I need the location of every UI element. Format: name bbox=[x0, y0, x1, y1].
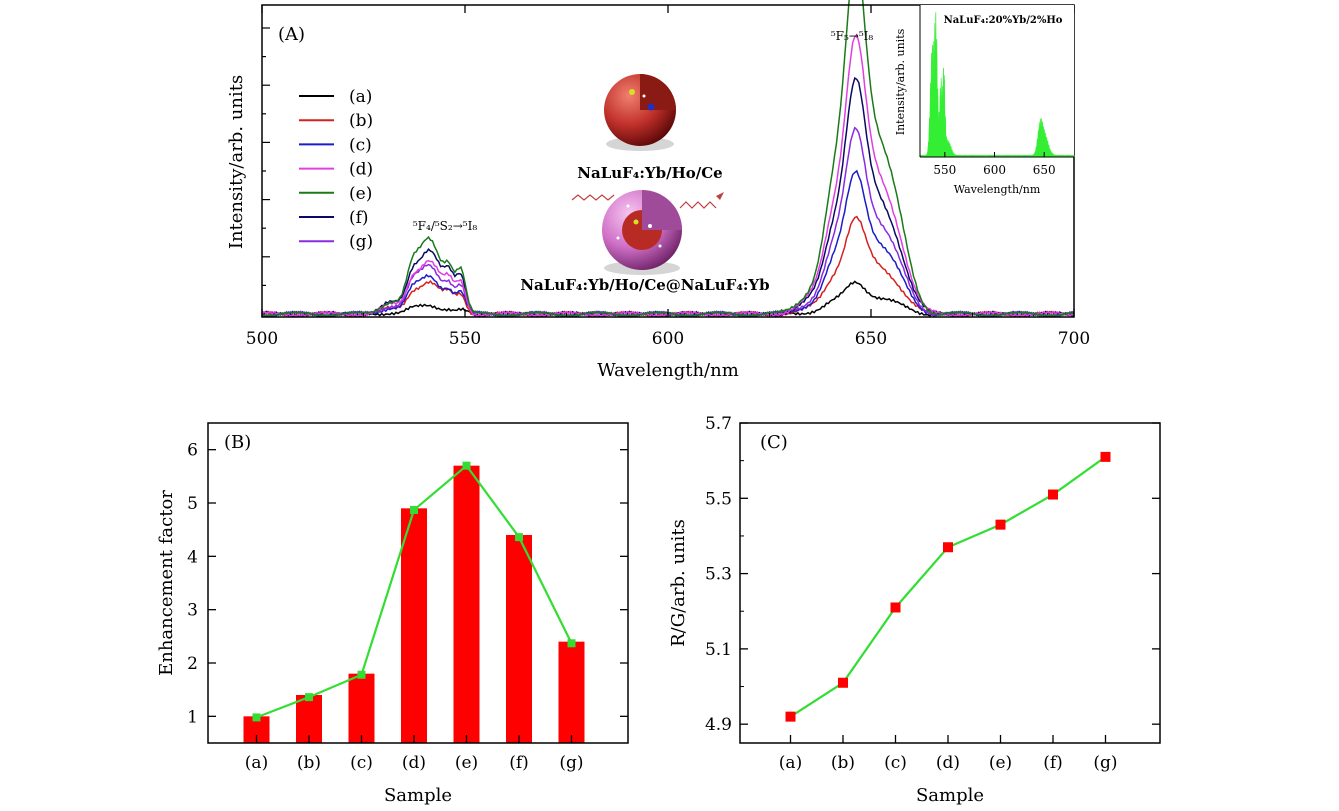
enhancement-trend-marker bbox=[305, 693, 313, 702]
inset-axis: 550 600 650 bbox=[933, 152, 1056, 177]
enhancement-bar bbox=[558, 641, 585, 743]
panel-b-label: (B) bbox=[224, 432, 251, 453]
panel-b-marks bbox=[243, 461, 585, 743]
panel-b-x-tick-label: (a) bbox=[245, 753, 268, 773]
green-emission-annotation: ⁵F₄/⁵S₂→⁵I₈ bbox=[413, 219, 477, 233]
panel-b-y-tick-label: 5 bbox=[187, 494, 198, 514]
enhancement-trend-marker bbox=[410, 505, 418, 514]
legend-label: (a) bbox=[349, 87, 372, 107]
panel-c-x-tick-label: (f) bbox=[1043, 753, 1063, 773]
panel-a-x-tick-label: 650 bbox=[855, 329, 887, 349]
panel-a-x-tick-label: 550 bbox=[449, 329, 481, 349]
panel-c-y-tick-label: 5.7 bbox=[705, 414, 732, 434]
panel-c-x-tick-label: (c) bbox=[884, 753, 907, 773]
panel-b: 1 2 3 4 5 6 (a) (b) (c) (d) (e) (f) (g) (B) Sample E… bbox=[156, 422, 629, 806]
enhancement-trend-marker bbox=[357, 670, 366, 679]
panel-c-x-axis-title: Sample bbox=[916, 785, 984, 806]
red-emission-annotation: ⁵F₅→⁵I₈ bbox=[831, 29, 874, 43]
panel-b-y-tick-label: 2 bbox=[187, 654, 198, 674]
panel-a-x-tick-label: 700 bbox=[1058, 329, 1090, 349]
panel-b-x-tick-label: (b) bbox=[297, 753, 321, 773]
enhancement-trend-marker bbox=[515, 533, 523, 542]
core-structure-label: NaLuF₄:Yb/Ho/Ce bbox=[577, 164, 722, 182]
panel-c-y-tick-label: 5.1 bbox=[705, 640, 732, 660]
rg-ratio-marker bbox=[943, 542, 953, 553]
panel-b-x-axis-title: Sample bbox=[384, 785, 452, 806]
panel-b-x-tick-label: (c) bbox=[350, 753, 373, 773]
panel-c-x-tick-label: (a) bbox=[779, 753, 802, 773]
inset-x-tick-label: 550 bbox=[933, 163, 956, 177]
panel-a-legend: (a) (b) (c) (d) (e) (f) (g) bbox=[299, 87, 373, 252]
enhancement-bar bbox=[453, 465, 480, 743]
rg-ratio-marker bbox=[890, 602, 901, 613]
legend-label: (g) bbox=[349, 232, 373, 252]
panel-b-y-tick-label: 3 bbox=[187, 601, 198, 621]
core-nanoparticle-illustration bbox=[604, 74, 676, 151]
enhancement-trend-marker bbox=[462, 461, 471, 470]
panel-a-y-axis-title: Intensity/arb. units bbox=[226, 75, 247, 249]
rg-ratio-line bbox=[789, 455, 1107, 718]
panel-c-frame bbox=[739, 422, 1161, 744]
inset-spectrum-fill bbox=[919, 12, 1075, 158]
panel-a: 500 550 600 650 700 (A) Wavelength/nm Intens… bbox=[226, 0, 1090, 381]
legend-label: (b) bbox=[349, 111, 373, 131]
legend-label: (e) bbox=[349, 184, 372, 204]
panel-b-x-tick-label: (g) bbox=[559, 753, 583, 773]
core-shell-structure-label: NaLuF₄:Yb/Ho/Ce@NaLuF₄:Yb bbox=[520, 276, 769, 294]
panel-b-x-tick-label: (e) bbox=[455, 753, 478, 773]
panel-c-y-tick-label: 4.9 bbox=[705, 715, 732, 735]
panel-b-x-tick-label: (f) bbox=[509, 753, 529, 773]
enhancement-bar bbox=[506, 535, 532, 743]
inset-composition-label: NaLuF₄:20%Yb/2%Ho bbox=[944, 15, 1063, 26]
panel-c: 4.9 5.1 5.3 5.5 5.7 (a) (b) (c) (d) (e) (f) (g) (C)… bbox=[668, 414, 1161, 806]
rg-ratio-marker bbox=[838, 677, 848, 688]
panel-b-y-tick-label: 6 bbox=[187, 441, 198, 461]
enhancement-bar bbox=[401, 508, 427, 743]
panel-c-x-tick-label: (b) bbox=[831, 753, 855, 773]
panel-b-x-tick-label: (d) bbox=[402, 753, 426, 773]
inset-x-tick-label: 600 bbox=[983, 163, 1006, 177]
rg-ratio-marker bbox=[1048, 489, 1058, 500]
inset-x-axis-title: Wavelength/nm bbox=[954, 183, 1041, 196]
panel-c-y-axis-title: R/G/arb. units bbox=[668, 519, 689, 647]
panel-a-x-tick-label: 500 bbox=[246, 329, 278, 349]
panel-a-axis: 500 550 600 650 700 bbox=[246, 5, 1090, 349]
rg-ratio-marker bbox=[995, 519, 1006, 530]
enhancement-trend-marker bbox=[252, 713, 261, 722]
legend-label: (d) bbox=[349, 160, 373, 180]
inset-y-axis-title: Intensity/arb. units bbox=[894, 28, 907, 135]
panel-b-y-tick-label: 4 bbox=[187, 547, 198, 567]
panel-b-y-axis-title: Enhancement factor bbox=[156, 490, 177, 676]
panel-a-label: (A) bbox=[278, 24, 305, 45]
panel-b-y-tick-label: 1 bbox=[187, 707, 198, 727]
panel-b-frame bbox=[207, 422, 629, 744]
enhancement-trend-marker bbox=[567, 639, 576, 648]
core-shell-nanoparticle-illustration bbox=[571, 190, 724, 275]
panel-a-x-tick-label: 600 bbox=[652, 329, 684, 349]
panel-c-axis: 4.9 5.1 5.3 5.5 5.7 (a) (b) (c) (d) (e) (f) (g) bbox=[705, 414, 1160, 773]
enhancement-bar bbox=[348, 673, 375, 743]
inset-spectrum: 550 600 650 NaLuF₄:20%Yb/2%Ho Wavelength/n… bbox=[894, 5, 1075, 196]
panel-c-x-tick-label: (d) bbox=[936, 753, 960, 773]
inset-x-tick-label: 650 bbox=[1033, 163, 1056, 177]
panel-c-x-tick-label: (g) bbox=[1093, 753, 1117, 773]
panel-c-y-tick-label: 5.5 bbox=[705, 489, 732, 509]
legend-label: (f) bbox=[349, 208, 369, 228]
rg-ratio-marker bbox=[1100, 451, 1111, 462]
panel-b-axis: 1 2 3 4 5 6 (a) (b) (c) (d) (e) (f) (g) bbox=[187, 441, 628, 773]
rg-ratio-marker bbox=[785, 711, 796, 722]
panel-c-marks bbox=[785, 451, 1111, 722]
panel-a-x-axis-title: Wavelength/nm bbox=[597, 360, 739, 381]
inset-spectrum-curve bbox=[919, 12, 1075, 158]
legend-label: (c) bbox=[349, 135, 372, 155]
panel-c-y-tick-label: 5.3 bbox=[705, 565, 732, 585]
panel-c-label: (C) bbox=[760, 432, 788, 453]
panel-c-x-tick-label: (e) bbox=[989, 753, 1012, 773]
